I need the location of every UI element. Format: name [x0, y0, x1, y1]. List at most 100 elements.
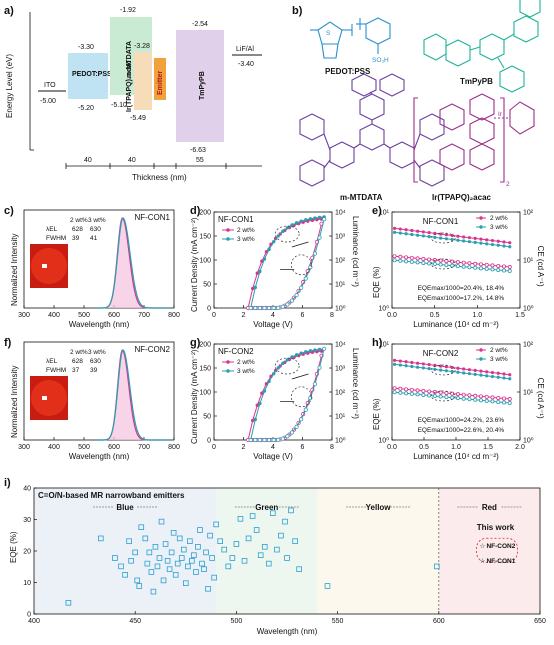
eqe1-eqe-point [439, 236, 443, 240]
eqe2-ce-point [467, 397, 472, 402]
jvl2-arrow-right [291, 373, 309, 380]
this-work-name-0: NF-CON2 [486, 543, 515, 550]
spec1-xtick-label: 700 [138, 312, 150, 319]
eqe2-eqe-point [473, 368, 477, 372]
eqe1-ce-point [507, 269, 512, 274]
jvl1-lum-point [262, 257, 267, 261]
spec1-legend-val-3wt: 630 [90, 226, 101, 233]
jvl1-xlabel: Voltage (V) [253, 320, 293, 329]
jvl2-lum-point [317, 347, 322, 352]
scatter-point [164, 558, 171, 564]
jvl2-j-point [262, 437, 267, 443]
spec2-xtick-label: 600 [108, 444, 120, 451]
eqe2-ce-point [478, 398, 483, 403]
jvl2-xtick-label: 0 [212, 444, 216, 451]
scatter-point [142, 535, 149, 542]
eqe1-eqe-point [456, 238, 460, 242]
jvl2-ellipse-lower [290, 386, 312, 408]
scatter-ytick-label: 10 [23, 580, 31, 587]
plot-frame [213, 343, 333, 441]
eqe1-xlabel: Luminance (10⁴ cd m⁻²) [413, 320, 499, 329]
spec2-xtick-label: 500 [78, 444, 90, 451]
eqe2-ce-point [455, 396, 460, 401]
jvl1-j-point [289, 298, 295, 303]
jvl1-lum-point [260, 259, 264, 263]
jvl2-lum-point [285, 358, 290, 362]
this-work-label: This work [477, 523, 515, 532]
scatter-point [122, 572, 128, 578]
jvl1-j-point [266, 305, 272, 311]
jvl1-xtick-label: 2 [242, 312, 246, 319]
scatter-point [185, 563, 191, 570]
eqe1-eqe-point [479, 237, 483, 241]
eqe2-eqe-point [485, 374, 489, 378]
eqe1-ce-point [467, 261, 472, 266]
spec1-legend-val-3wt: 41 [90, 235, 98, 242]
eqe1-eqe-point [433, 235, 437, 239]
scatter-point [282, 518, 288, 525]
eqe1-ce-point [392, 258, 397, 263]
jvl1-j-point [280, 304, 285, 309]
eqe1-eqe-point [404, 228, 408, 232]
structure-tmpypb-name: TmPyPB [460, 77, 493, 86]
scatter-point [229, 555, 236, 561]
eqe1-eqe-point [462, 239, 466, 243]
jvl2-r-ytick-label: 10⁴ [335, 342, 346, 349]
scatter-point [154, 563, 161, 570]
eqe2-eqe-point [508, 377, 512, 381]
structure-ir-name: Ir(TPAPQ)₂acac [432, 193, 492, 202]
scatter-point [65, 600, 72, 606]
structure-tmpypb [423, 0, 541, 93]
jvl1-j-point [276, 305, 281, 310]
eqe1-eqe-point [444, 233, 448, 237]
eqe2-ellipse-lower [430, 390, 456, 402]
eqe1-eqe-point [508, 245, 512, 249]
eqe2-eqe-point [427, 363, 431, 367]
eqe1-ce-point [461, 264, 466, 269]
eqe1-ce-point [438, 258, 443, 263]
spec2-legend-row-label: FWHM [46, 367, 66, 374]
spec2-ylabel: Normalized Intensity [10, 366, 19, 438]
jvl2-lum-point [294, 353, 299, 357]
ir-subscript: 2 [506, 181, 510, 188]
eqe1-eqe-point [410, 228, 414, 233]
eqe1-xtick-label: 0.5 [430, 312, 440, 319]
layer-emitter: Emitter [154, 58, 166, 100]
plot-frame [213, 211, 333, 309]
eqe1-eqe-point [416, 229, 420, 233]
eqe2-eqe-point [450, 369, 454, 374]
eqe1-ylabel: EQE (%) [372, 266, 381, 298]
eqe2-legend-label: 2 wt% [490, 347, 508, 354]
scatter-point [433, 563, 440, 570]
eqe2-eqe-point [508, 373, 512, 377]
jvl2-ylabel: Current Density (mA cm⁻²) [190, 349, 199, 444]
eqe2-ce-point [432, 390, 437, 395]
eqe1-ce-point [421, 260, 426, 265]
eqe2-ce-point [490, 395, 495, 400]
jvl1-ellipse-upper [274, 225, 300, 243]
spec2-xlabel: Wavelength (nm) [69, 452, 130, 461]
eqe1-eqe-point [427, 235, 431, 239]
spec1-legend-row-label: λEL [46, 226, 58, 233]
jvl2-j-point [276, 437, 281, 442]
scatter-point [180, 546, 187, 553]
eqe1-ce-point [496, 263, 501, 268]
jvl2-legend-label: 2 wt% [237, 359, 255, 366]
eqe2-eqe-point [479, 373, 483, 377]
jvl2-lum-point [267, 379, 271, 384]
layer-tmpypb-lumo: -2.54 [192, 21, 208, 28]
jvl1-legend-label: 2 wt% [237, 227, 255, 234]
scatter-point [296, 566, 302, 572]
jvl1-lum-point [317, 215, 322, 220]
scatter-point [213, 521, 219, 528]
layer-ir-lumo: -3.28 [134, 43, 150, 50]
panel-label-b: b) [292, 5, 303, 17]
thickness-mtdata: 40 [128, 157, 136, 164]
spec2-area-fill [96, 350, 168, 440]
jvl1-lum-point [313, 216, 317, 220]
scatter-point [211, 574, 217, 581]
scatter-point [152, 544, 159, 550]
eqe2-ce-point [444, 395, 449, 400]
eqe2-annotation-1: EQEmax/1000=22.6%, 20.4% [418, 427, 505, 434]
structure-m-mtdata [299, 73, 445, 187]
